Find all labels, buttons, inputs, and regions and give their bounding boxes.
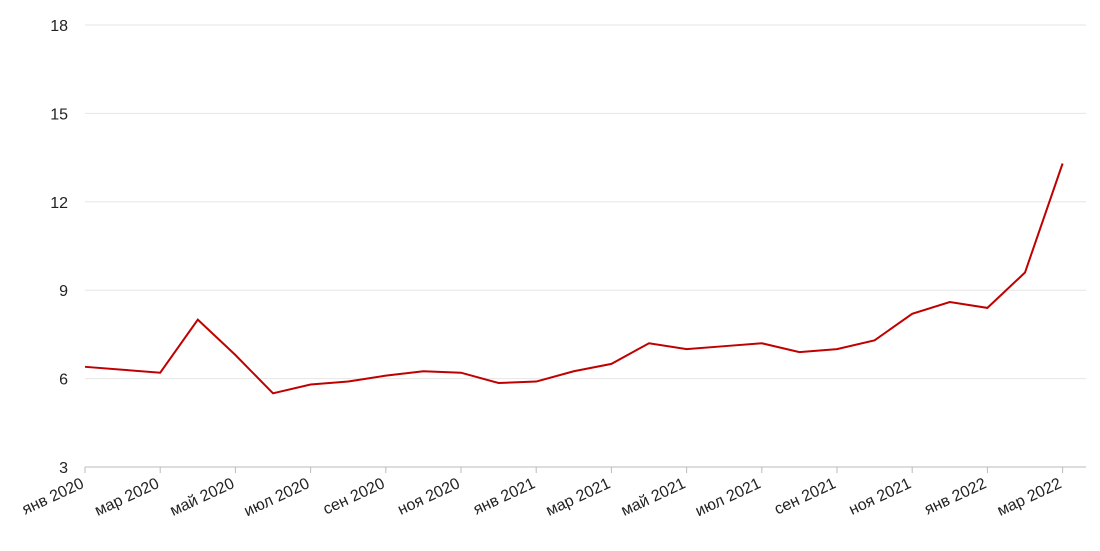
x-tick-label: ноя 2020 [395, 475, 462, 519]
y-tick-label: 12 [50, 195, 68, 212]
y-tick-label: 15 [50, 106, 68, 123]
y-tick-label: 9 [59, 283, 68, 300]
x-tick-label: июл 2020 [242, 475, 313, 520]
line [84, 163, 1064, 395]
x-tick-label: мар 2020 [92, 475, 162, 520]
x-tick-label: июл 2021 [693, 475, 764, 520]
x-tick-label: мар 2022 [995, 475, 1065, 520]
x-tick-label: май 2020 [167, 475, 237, 520]
x-tick-label: янв 2020 [20, 475, 87, 518]
x-tick-label: сен 2021 [772, 475, 839, 518]
x-tick-label: мар 2021 [544, 475, 614, 520]
y-tick-label: 3 [59, 460, 68, 477]
x-tick-label: янв 2021 [471, 475, 538, 518]
x-tick-label: май 2021 [619, 475, 689, 520]
x-tick-label: сен 2020 [321, 475, 388, 518]
x-tick-label: ноя 2021 [846, 475, 913, 519]
y-tick-label: 6 [59, 372, 68, 389]
y-tick-label: 18 [50, 18, 68, 35]
x-tick-label: янв 2022 [922, 475, 989, 518]
